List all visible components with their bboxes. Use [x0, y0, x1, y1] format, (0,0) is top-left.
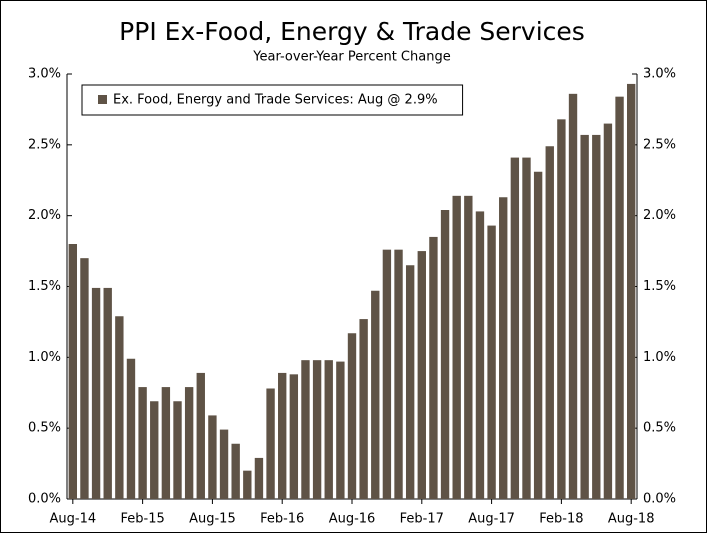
- bar: [580, 134, 589, 499]
- bar: [568, 93, 578, 499]
- bar: [219, 429, 229, 499]
- bar: [80, 258, 89, 499]
- bar: [254, 457, 264, 499]
- y-tick-label: 1.5%: [28, 279, 61, 294]
- bar: [103, 287, 112, 499]
- bar: [510, 157, 520, 500]
- y2-tick-label: 0.0%: [643, 492, 676, 507]
- y2-tick-label: 2.0%: [643, 208, 676, 223]
- bar: [138, 387, 147, 499]
- bar: [289, 374, 299, 499]
- bar: [208, 415, 217, 499]
- x-tick-label: Feb-17: [400, 512, 444, 527]
- bar: [336, 361, 345, 499]
- bar: [184, 387, 194, 499]
- y-tick-label: 2.0%: [28, 208, 61, 223]
- bar: [231, 443, 240, 499]
- x-tick-label: Feb-18: [539, 512, 583, 527]
- bar: [533, 171, 543, 499]
- y-tick-label: 1.0%: [28, 350, 61, 365]
- y-tick-label: 2.5%: [28, 137, 61, 152]
- legend-swatch: [98, 95, 107, 104]
- bar: [173, 401, 182, 499]
- x-tick-label: Feb-16: [260, 512, 304, 527]
- y-tick-label: 3.0%: [28, 67, 61, 82]
- x-tick-label: Aug-18: [608, 512, 655, 527]
- bar: [312, 360, 322, 499]
- y-tick-label: 0.5%: [28, 421, 61, 436]
- bar: [522, 157, 531, 500]
- bar: [592, 134, 601, 499]
- legend-box: [81, 84, 464, 116]
- bar: [429, 236, 438, 499]
- chart-title: PPI Ex-Food, Energy & Trade Services: [119, 17, 585, 46]
- bar: [161, 387, 171, 499]
- bar: [417, 251, 426, 499]
- bar: [243, 470, 252, 499]
- bar: [91, 287, 101, 499]
- bar: [196, 372, 205, 499]
- bar: [394, 249, 403, 499]
- bar: [626, 83, 636, 500]
- bar: [382, 249, 392, 499]
- bar: [452, 195, 461, 500]
- bar: [150, 401, 159, 499]
- x-tick-label: Aug-17: [468, 512, 515, 527]
- bar: [126, 358, 136, 499]
- x-tick-label: Feb-15: [120, 512, 164, 527]
- y2-tick-label: 0.5%: [643, 421, 676, 436]
- bar: [301, 360, 310, 499]
- y2-tick-label: 1.5%: [643, 279, 676, 294]
- bar: [557, 119, 566, 499]
- y-tick-label: 0.0%: [28, 492, 61, 507]
- bar: [545, 146, 554, 499]
- legend-label: Ex. Food, Energy and Trade Services: Aug…: [113, 93, 438, 108]
- bar: [324, 360, 333, 499]
- bar: [615, 96, 624, 500]
- bar: [347, 333, 357, 499]
- bar: [405, 265, 415, 499]
- bar: [115, 316, 124, 499]
- bar: [68, 244, 78, 499]
- bar: [440, 210, 450, 499]
- bar: [464, 195, 473, 500]
- bar: [603, 123, 613, 499]
- bar: [371, 290, 380, 499]
- x-tick-label: Aug-14: [50, 512, 97, 527]
- bar: [475, 211, 485, 499]
- bar: [487, 225, 496, 500]
- bar: [359, 319, 368, 499]
- y2-tick-label: 3.0%: [643, 67, 676, 82]
- y2-tick-label: 1.0%: [643, 350, 676, 365]
- bar: [499, 197, 508, 499]
- y2-tick-label: 2.5%: [643, 137, 676, 152]
- x-tick-label: Aug-15: [189, 512, 236, 527]
- x-tick-label: Aug-16: [329, 512, 376, 527]
- chart-subtitle: Year-over-Year Percent Change: [252, 50, 450, 65]
- bar: [278, 372, 287, 499]
- bar: [266, 388, 275, 499]
